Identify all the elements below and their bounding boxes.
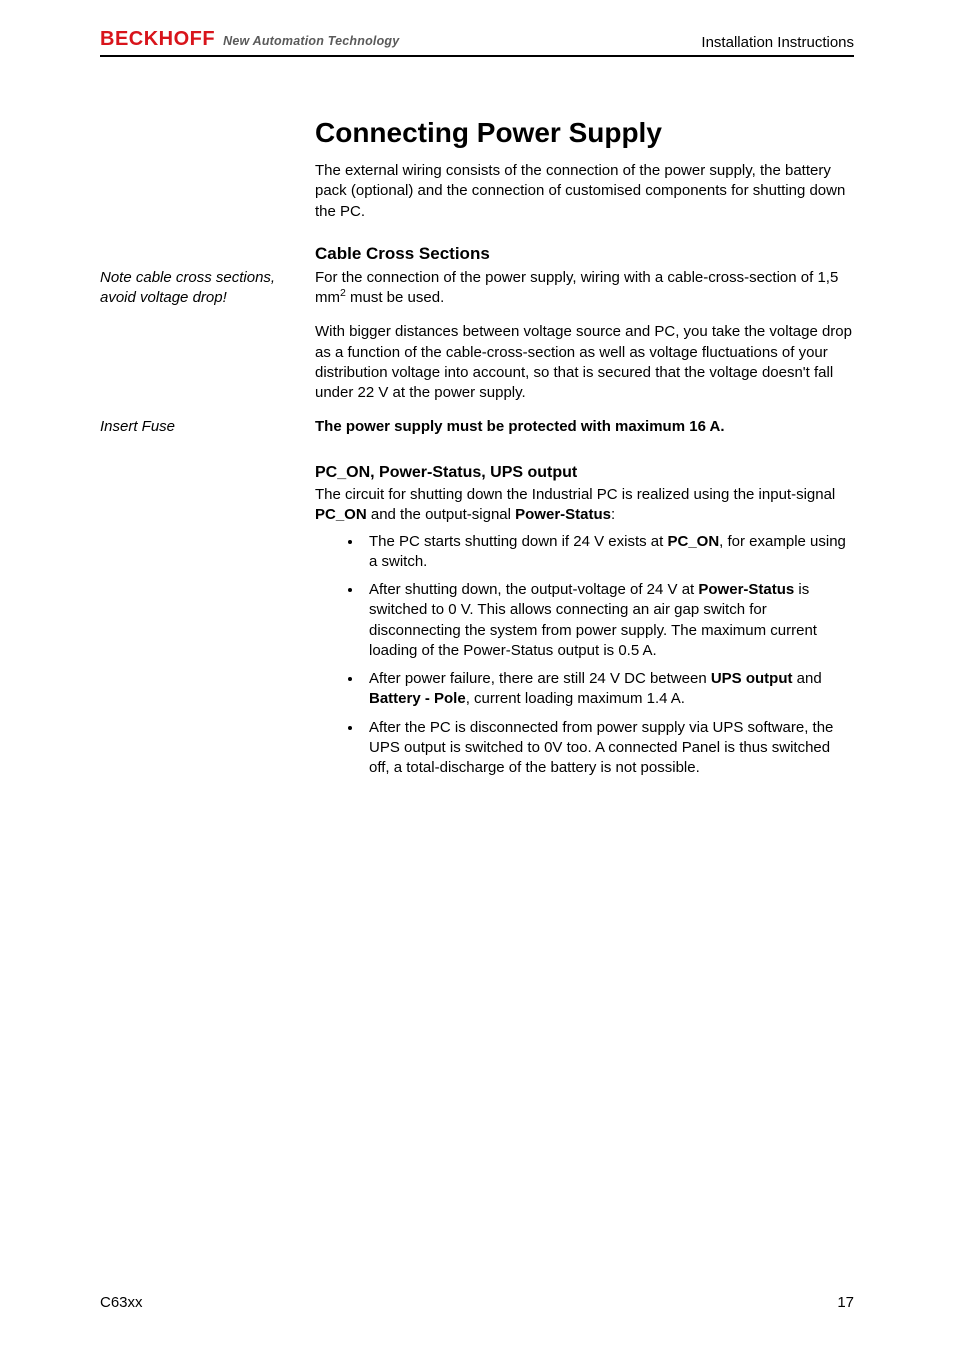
intro-paragraph: The external wiring consists of the conn… [315, 161, 854, 222]
pc-on-intro-b: PC_ON [315, 506, 367, 523]
pc-on-intro-c: and the output-signal [367, 506, 515, 523]
side-note-fuse: Insert Fuse [100, 417, 315, 451]
brand-tagline: New Automation Technology [223, 34, 399, 48]
b2-b: Power-Status [698, 581, 794, 598]
b1-b: PC_ON [667, 533, 719, 550]
cable-p2: With bigger distances between voltage so… [315, 322, 854, 403]
pc-on-block: PC_ON, Power-Status, UPS output The circ… [315, 452, 854, 787]
pc-on-intro: The circuit for shutting down the Indust… [315, 485, 854, 526]
b2-a: After shutting down, the output-voltage … [369, 581, 698, 598]
b1-a: The PC starts shutting down if 24 V exis… [369, 533, 667, 550]
list-item: After power failure, there are still 24 … [363, 669, 854, 710]
fuse-text: The power supply must be protected with … [315, 417, 854, 437]
side-empty [100, 452, 315, 787]
b4: After the PC is disconnected from power … [369, 719, 833, 777]
side-empty [100, 117, 315, 161]
pc-on-intro-e: : [611, 506, 615, 523]
side-empty [100, 161, 315, 236]
pc-on-heading: PC_ON, Power-Status, UPS output [315, 462, 854, 484]
list-item: After shutting down, the output-voltage … [363, 580, 854, 661]
brand-logo-text: BECKHOFF [100, 28, 215, 51]
page-header: BECKHOFF New Automation Technology Insta… [100, 28, 854, 57]
pc-on-intro-a: The circuit for shutting down the Indust… [315, 486, 835, 503]
section-title: Installation Instructions [701, 34, 854, 51]
footer-right: 17 [837, 1294, 854, 1311]
logo-block: BECKHOFF New Automation Technology [100, 28, 399, 51]
list-item: After the PC is disconnected from power … [363, 718, 854, 779]
list-item: The PC starts shutting down if 24 V exis… [363, 532, 854, 573]
cable-p1-b: must be used. [346, 289, 444, 306]
b3-d: Battery - Pole [369, 690, 466, 707]
b3-a: After power failure, there are still 24 … [369, 670, 711, 687]
content-grid: Connecting Power Supply The external wir… [100, 117, 854, 786]
b3-b: UPS output [711, 670, 793, 687]
side-empty [100, 236, 315, 268]
side-note-cable: Note cable cross sections, avoid voltage… [100, 268, 315, 323]
footer-left: C63xx [100, 1294, 143, 1311]
side-empty [100, 322, 315, 417]
cable-p1: For the connection of the power supply, … [315, 268, 854, 309]
b3-c: and [793, 670, 822, 687]
b3-e: , current loading maximum 1.4 A. [466, 690, 685, 707]
page-title: Connecting Power Supply [315, 117, 854, 149]
cable-heading: Cable Cross Sections [315, 244, 854, 264]
pc-on-bullets: The PC starts shutting down if 24 V exis… [315, 532, 854, 779]
page: BECKHOFF New Automation Technology Insta… [0, 0, 954, 1351]
pc-on-intro-d: Power-Status [515, 506, 611, 523]
page-footer: C63xx 17 [100, 1294, 854, 1311]
